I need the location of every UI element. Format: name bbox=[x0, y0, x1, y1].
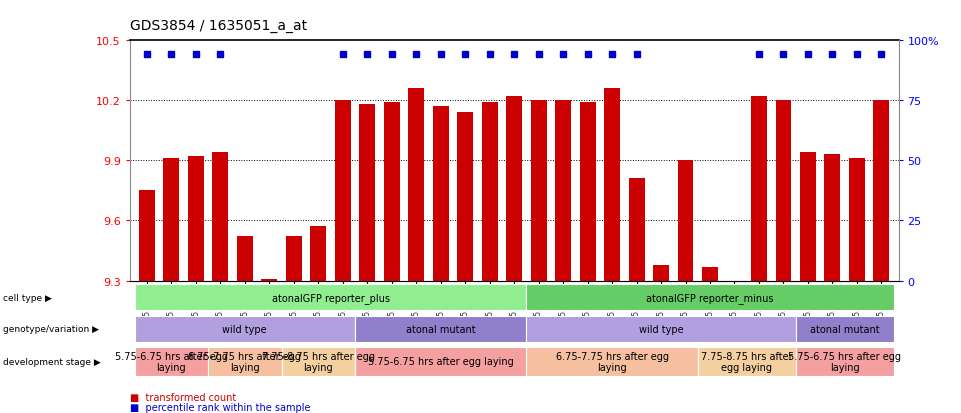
Bar bbox=[849, 159, 865, 281]
Text: genotype/variation ▶: genotype/variation ▶ bbox=[3, 324, 99, 333]
Bar bbox=[506, 97, 522, 281]
Bar bbox=[310, 227, 326, 281]
Text: development stage ▶: development stage ▶ bbox=[3, 357, 101, 366]
Bar bbox=[800, 153, 816, 281]
Bar bbox=[481, 103, 498, 281]
Bar bbox=[825, 155, 840, 281]
FancyBboxPatch shape bbox=[209, 348, 282, 376]
FancyBboxPatch shape bbox=[527, 316, 796, 342]
Bar bbox=[776, 101, 792, 281]
Bar bbox=[359, 105, 375, 281]
Text: 6.75-7.75 hrs after egg
laying: 6.75-7.75 hrs after egg laying bbox=[555, 351, 669, 373]
Bar bbox=[653, 265, 669, 281]
Bar bbox=[432, 107, 449, 281]
Bar bbox=[383, 103, 400, 281]
FancyBboxPatch shape bbox=[796, 348, 894, 376]
Bar bbox=[457, 113, 473, 281]
FancyBboxPatch shape bbox=[282, 348, 355, 376]
Bar bbox=[604, 89, 620, 281]
Bar bbox=[751, 97, 767, 281]
Text: wild type: wild type bbox=[223, 324, 267, 334]
Bar bbox=[212, 153, 229, 281]
Text: atonalGFP reporter_plus: atonalGFP reporter_plus bbox=[272, 292, 389, 303]
Text: 5.75-6.75 hrs after egg laying: 5.75-6.75 hrs after egg laying bbox=[368, 357, 513, 367]
Bar bbox=[163, 159, 180, 281]
Text: ■  percentile rank within the sample: ■ percentile rank within the sample bbox=[130, 402, 310, 412]
Bar bbox=[334, 101, 351, 281]
Bar bbox=[530, 101, 547, 281]
Text: 6.75-7.75 hrs after egg
laying: 6.75-7.75 hrs after egg laying bbox=[188, 351, 302, 373]
Text: 5.75-6.75 hrs after egg
laying: 5.75-6.75 hrs after egg laying bbox=[115, 351, 228, 373]
FancyBboxPatch shape bbox=[527, 348, 698, 376]
Bar bbox=[188, 157, 204, 281]
Bar bbox=[874, 101, 889, 281]
Bar bbox=[285, 237, 302, 281]
Bar bbox=[236, 237, 253, 281]
FancyBboxPatch shape bbox=[698, 348, 796, 376]
FancyBboxPatch shape bbox=[527, 285, 894, 311]
Text: 7.75-8.75 hrs after egg
laying: 7.75-8.75 hrs after egg laying bbox=[261, 351, 375, 373]
FancyBboxPatch shape bbox=[135, 348, 209, 376]
Bar bbox=[555, 101, 571, 281]
Bar bbox=[408, 89, 424, 281]
Bar bbox=[628, 179, 645, 281]
Text: 5.75-6.75 hrs after egg
laying: 5.75-6.75 hrs after egg laying bbox=[788, 351, 901, 373]
Bar bbox=[579, 103, 596, 281]
Bar bbox=[139, 191, 155, 281]
Text: wild type: wild type bbox=[639, 324, 683, 334]
Bar bbox=[261, 279, 278, 281]
FancyBboxPatch shape bbox=[796, 316, 894, 342]
FancyBboxPatch shape bbox=[355, 348, 527, 376]
Text: atonalGFP reporter_minus: atonalGFP reporter_minus bbox=[646, 292, 774, 303]
Text: ■  transformed count: ■ transformed count bbox=[130, 392, 236, 401]
Text: GDS3854 / 1635051_a_at: GDS3854 / 1635051_a_at bbox=[130, 19, 307, 33]
FancyBboxPatch shape bbox=[135, 316, 355, 342]
Text: atonal mutant: atonal mutant bbox=[810, 324, 879, 334]
Text: atonal mutant: atonal mutant bbox=[406, 324, 476, 334]
FancyBboxPatch shape bbox=[355, 316, 527, 342]
FancyBboxPatch shape bbox=[135, 285, 527, 311]
Bar bbox=[702, 267, 718, 281]
Text: 7.75-8.75 hrs after
egg laying: 7.75-8.75 hrs after egg laying bbox=[701, 351, 793, 373]
Text: cell type ▶: cell type ▶ bbox=[3, 293, 52, 302]
Bar bbox=[727, 281, 743, 303]
Bar bbox=[678, 161, 694, 281]
